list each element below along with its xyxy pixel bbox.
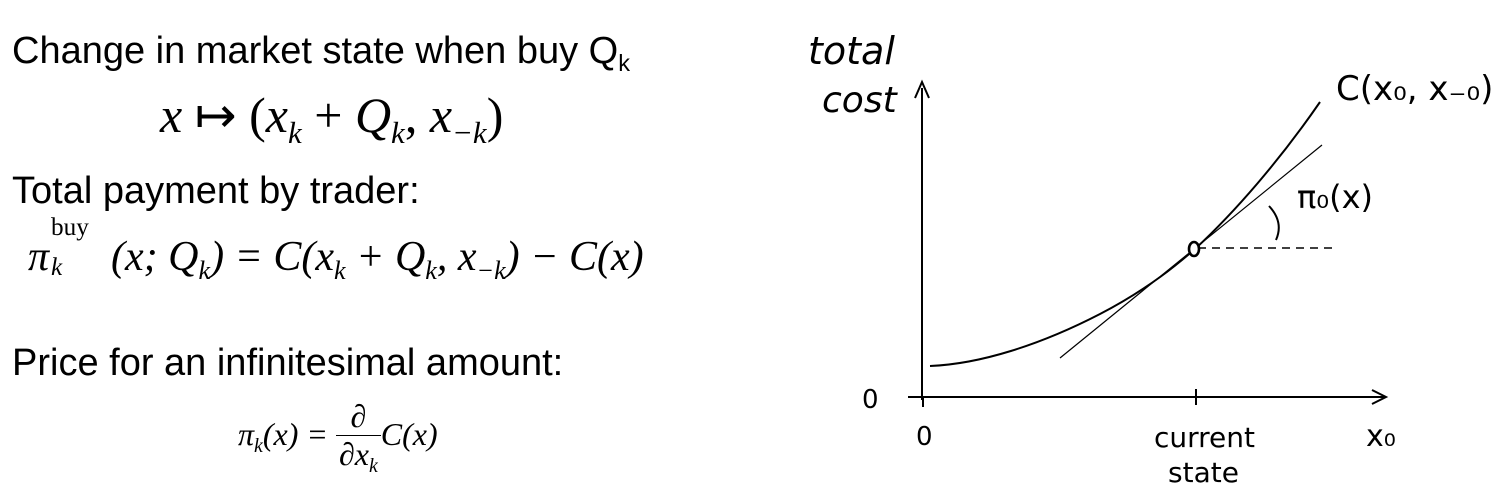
current-state-point [1187,240,1201,258]
eq1-xk-subscript: k [287,114,302,150]
eq2-args: (x; Q [111,234,199,280]
eq3-denominator-subscript: k [368,454,378,477]
curve-label: C(x₀, x₋₀) [1336,69,1493,109]
eq3-subscript-k: k [254,435,263,458]
eq3-rhs: C(x) [380,416,438,453]
y-zero-label: 0 [862,385,879,415]
eq1-xk: x [265,87,288,143]
current-state-label-line2: state [1168,456,1239,489]
eq2-pi: π [28,234,50,280]
y-axis-label-line1: total [808,29,895,73]
heading-market-state-text: Change in market state when buy Q [12,30,619,72]
current-state-label-line1: current [1154,421,1255,454]
eq3-denominator-text: ∂x [338,435,369,472]
x-zero-label: 0 [916,422,933,452]
y-axis-arrowhead [914,79,930,99]
eq1-minus-k-subscript: −k [452,114,487,150]
cost-curve [929,101,1321,367]
eq3-lhs-rest: (x) = [262,416,328,453]
eq2-args-subscript: k [198,256,211,286]
eq1-x-minus-k: x [429,87,453,143]
eq1-Q: Q [354,87,392,143]
heading-infinitesimal-price: Price for an infinitesimal amount: [12,342,564,384]
eq1-comma: , [404,87,418,143]
eq2-Qk-subscript: k [425,256,437,286]
eq2-xk-subscript: k [334,256,346,286]
eq1-x: x [160,87,183,143]
eq3-denominator: ∂xk [336,436,381,478]
eq1-plus: + [314,87,343,143]
eq2-minus-k-subscript: −k [476,256,506,286]
heading-market-state-subscript: k [618,50,630,77]
eq2-sup-sub-stack: buy k [49,214,111,281]
heading-total-payment: Total payment by trader: [12,170,420,212]
equation-total-payment: π buy k (x; Qk) = C(xk + Qk, x−k) − C(x) [28,214,644,286]
eq1-maps-to: ↦ [194,87,237,143]
eq2-equals-C: ) = C(x [210,234,335,280]
tangent-slope-label: π₀(x) [1297,178,1373,216]
eq2-comma-x: , x [436,234,477,280]
equation-marginal-price: πk(x) = ∂ ∂xk C(x) [238,398,438,478]
eq2-plus-Q: + Q [345,234,426,280]
equation-state-map: x ↦ (xk + Qk, x−k) [160,86,503,151]
eq1-close-paren: ) [486,87,504,143]
eq3-numerator: ∂ [335,398,381,436]
heading-market-state-change: Change in market state when buy Qk [12,30,630,77]
y-axis-label-line2: cost [822,80,899,121]
eq2-superscript-buy: buy [51,214,89,241]
eq2-minus-Cx: ) − C(x) [505,234,644,280]
x-axis-label: x₀ [1366,419,1396,454]
eq3-pi: π [238,416,255,453]
x-axis-arrowhead [1371,389,1389,405]
eq2-subscript-k: k [51,254,63,281]
eq3-partial-fraction: ∂ ∂xk [335,398,381,478]
slope-angle-arc [1268,205,1280,241]
eq1-open-paren: ( [249,87,266,143]
eq1-Q-subscript: k [391,114,405,150]
